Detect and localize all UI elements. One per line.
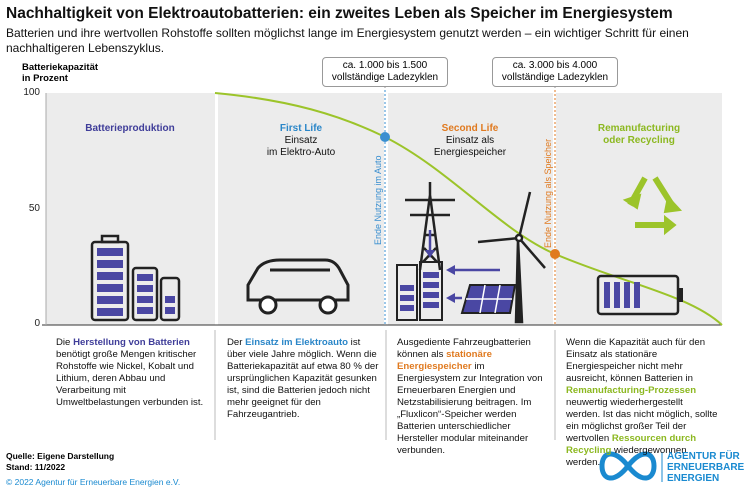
axis-title: Batteriekapazität in Prozent <box>22 62 98 84</box>
logo-line: AGENTUR FÜR <box>667 451 740 462</box>
phase-text: Wenn die Kapazität auch für den Einsatz … <box>566 337 718 469</box>
turbine-icon <box>477 191 546 324</box>
heading-line: First Life <box>279 123 323 134</box>
logo-text: AGENTUR FÜR ERNEUERBARE ENERGIEN <box>667 451 744 484</box>
y-tick-label: 100 <box>23 87 40 98</box>
marker-dot <box>380 132 390 142</box>
marker-label: Ende Nutzung im Auto <box>373 155 383 245</box>
logo-line: ERNEUERBARE <box>667 462 745 473</box>
text-run: wiedergewonnen werden. <box>566 445 687 468</box>
marker-dot <box>550 249 560 259</box>
phase-text: Der Einsatz im Elektroauto ist über viel… <box>227 337 379 421</box>
text-run: im Energiesystem zur Integration von Ern… <box>397 361 543 456</box>
text-run: Die <box>56 337 74 348</box>
logo-mark <box>599 451 657 481</box>
subheading-line: im Elektro-Auto <box>266 147 336 158</box>
old-battery-icon <box>596 274 683 316</box>
highlight: Ressourcen durch Recycling <box>566 433 697 456</box>
text-run: Wenn die Kapazität auch für den Einsatz … <box>566 337 706 384</box>
callout: ca. 3.000 bis 4.000 vollständige Ladezykl… <box>492 57 618 87</box>
heading-line: oder Recycling <box>603 135 675 146</box>
column-dividers <box>214 330 556 440</box>
highlight: Einsatz im Elektroauto <box>245 337 349 348</box>
storage-icons <box>396 230 500 321</box>
callout-line: ca. 3.000 bis 4.000 <box>512 60 598 71</box>
phase-text: Die Herstellung von Batterien benötigt g… <box>56 337 208 409</box>
subtitle: Batterien und ihre wertvollen Rohstoffe … <box>6 26 689 55</box>
capacity-curve <box>214 92 723 326</box>
callout-line: vollständige Ladezyklen <box>501 72 609 83</box>
text-run: neuwertig wiederhergestellt werden. Ist … <box>566 397 718 444</box>
title: Nachhaltigkeit von Elektroautobatterien:… <box>6 5 673 22</box>
battery-cells <box>97 248 175 316</box>
highlight: Remanufacturing-Prozessen <box>566 385 697 396</box>
copyright: © 2022 Agentur für Erneuerbare Energien … <box>6 477 181 487</box>
phase-heading: Batterieproduktion <box>50 123 210 135</box>
highlight: Herstellung von Batterien <box>73 337 190 348</box>
subheading-line: Einsatz <box>284 135 318 146</box>
axis-title-line: Batteriekapazität <box>22 62 99 73</box>
heading-line: Batterieproduktion <box>85 123 175 134</box>
source: Quelle: Eigene Darstellung <box>6 451 115 461</box>
highlight: stationäre Energiespeicher <box>397 349 492 372</box>
heading-line: Second Life <box>441 123 499 134</box>
subheading-line: Einsatz als <box>445 135 495 146</box>
callout: ca. 1.000 bis 1.500 vollständige Ladezykl… <box>322 57 448 87</box>
battery-icons <box>90 234 181 322</box>
car-icon <box>246 258 350 315</box>
phase-heading: First Life Einsatz im Elektro-Auto <box>221 123 381 159</box>
recycling-icon <box>622 176 683 236</box>
marker-label: Ende Nutzung als Speicher <box>543 139 553 248</box>
y-tick-label: 0 <box>34 318 40 329</box>
date: Stand: 11/2022 <box>6 462 66 472</box>
phase-heading: Second Life Einsatz als Energiespeicher <box>390 123 550 159</box>
subheading-line: Energiespeicher <box>433 147 507 158</box>
solar-icon <box>460 284 517 314</box>
logo-line: ENERGIEN <box>667 473 720 484</box>
text-run: Der <box>227 337 246 348</box>
callout-line: ca. 1.000 bis 1.500 <box>342 60 428 71</box>
callout-line: vollständige Ladezyklen <box>331 72 439 83</box>
heading-line: Remanufacturing <box>597 123 681 134</box>
phase-heading: Remanufacturing oder Recycling <box>559 123 719 147</box>
text-run: ist über viele Jahre möglich. Wenn die B… <box>227 337 379 420</box>
text-run: Ausgediente Fahrzeugbatterien können als <box>397 337 531 360</box>
phase-text: Ausgediente Fahrzeugbatterien können als… <box>397 337 549 457</box>
text-run: benötigt große Mengen kritischer Rohstof… <box>56 349 204 408</box>
axis-title-line: in Prozent <box>22 73 68 84</box>
y-tick-label: 50 <box>28 203 40 214</box>
